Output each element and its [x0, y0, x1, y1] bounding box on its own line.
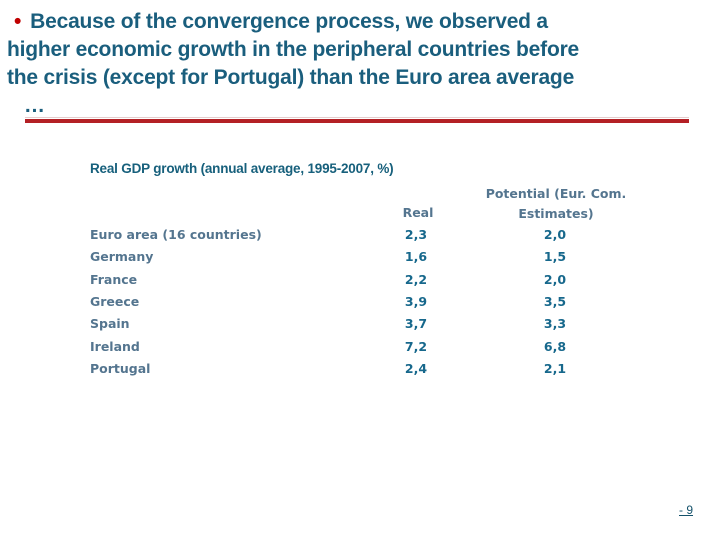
table-row: Euro area (16 countries) 2,3 2,0: [90, 226, 650, 248]
table-row: France 2,2 2,0: [90, 271, 650, 293]
table-row: Greece 3,9 3,5: [90, 293, 650, 315]
column-header-potential: Potential (Eur. Com. Estimates): [474, 184, 638, 223]
potential-value: 3,5: [543, 294, 567, 310]
potential-value: 2,1: [543, 361, 567, 377]
title-divider: [25, 119, 689, 123]
real-value: 2,3: [404, 227, 428, 242]
row-label: Spain: [90, 316, 130, 332]
title-line-1: • Because of the convergence process, we …: [7, 8, 713, 36]
real-value: 3,7: [404, 316, 428, 332]
title-line-text: Because of the convergence process, we o…: [30, 10, 548, 33]
table-row: Spain 3,7 3,3: [90, 315, 650, 337]
real-value: 7,2: [404, 338, 428, 354]
real-value: 3,9: [404, 294, 428, 310]
bullet-icon: •: [14, 10, 22, 33]
column-header-real: Real: [402, 205, 434, 220]
page-number: - 9: [679, 503, 694, 517]
title-line-3: the crisis (except for Portugal) than th…: [7, 66, 575, 89]
row-label: Germany: [90, 249, 154, 265]
potential-value: 6,8: [543, 338, 567, 354]
table-row: Germany 1,6 1,5: [90, 248, 650, 270]
title-line-2: higher economic growth in the peripheral…: [7, 38, 580, 61]
title-divider-light: [25, 117, 689, 118]
row-label: Greece: [90, 294, 140, 310]
potential-value: 3,3: [543, 316, 567, 332]
column-header-potential-line1: Potential (Eur. Com.: [485, 186, 627, 201]
potential-value: 2,0: [543, 271, 567, 287]
row-label: France: [90, 271, 138, 287]
potential-value: 2,0: [543, 227, 567, 242]
table-title: Real GDP growth (annual average, 1995-20…: [90, 161, 394, 176]
column-header-potential-line2: Estimates): [518, 205, 594, 221]
real-value: 2,2: [404, 271, 428, 287]
slide-title: • Because of the convergence process, we …: [7, 8, 713, 120]
title-line-4: …: [24, 94, 47, 117]
row-label: Euro area (16 countries): [90, 227, 262, 242]
table-row: Ireland 7,2 6,8: [90, 338, 650, 360]
potential-value: 1,5: [543, 249, 567, 265]
row-label: Ireland: [90, 338, 140, 354]
table-row: Portugal 2,4 2,1: [90, 360, 650, 382]
real-value: 1,6: [404, 249, 428, 265]
row-label: Portugal: [90, 361, 151, 377]
gdp-table: Euro area (16 countries) 2,3 2,0 Germany…: [90, 226, 650, 382]
real-value: 2,4: [404, 361, 428, 377]
